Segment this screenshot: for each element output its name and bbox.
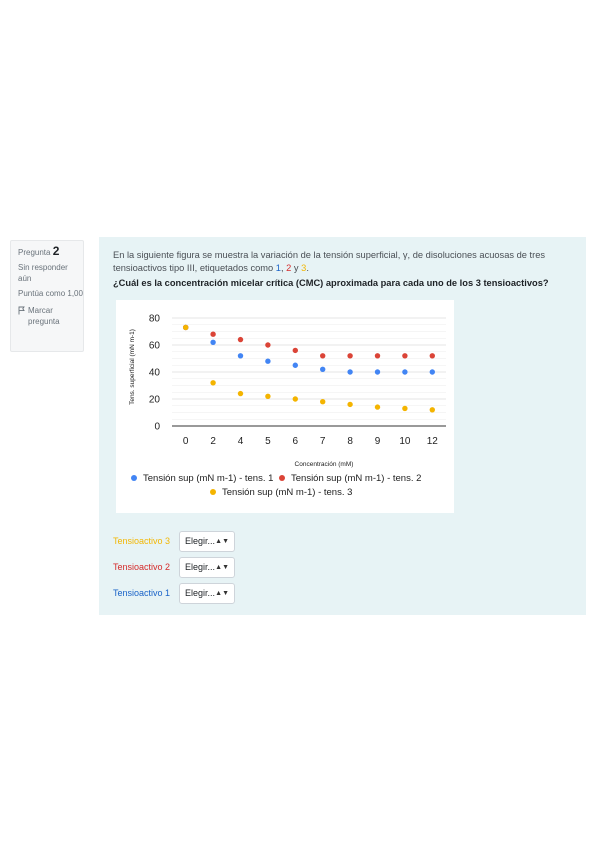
x-tick-label: 6 — [293, 436, 299, 447]
question-text: En la siguiente figura se muestra la var… — [113, 249, 572, 275]
question-info-panel: Pregunta 2 Sin responder aún Puntúa como… — [10, 240, 84, 352]
question-prefix: Pregunta — [18, 248, 51, 257]
x-tick-label: 2 — [210, 436, 216, 447]
answer-label-1: Tensioactivo 1 — [113, 588, 171, 598]
data-point-series-2 — [429, 353, 435, 359]
cmc-select-3[interactable]: Elegir... ▲▼ — [179, 530, 235, 552]
data-point-series-2 — [265, 342, 271, 348]
sep-2: y — [291, 263, 302, 273]
select-value-3: Elegir... — [185, 536, 216, 546]
flag-icon — [18, 306, 25, 315]
x-tick-label: 0 — [183, 436, 189, 447]
data-point-series-3 — [429, 407, 435, 413]
y-axis-label: Tens. superficial (mN m-1) — [129, 329, 136, 405]
select-arrows-icon: ▲▼ — [215, 589, 229, 597]
x-axis-label: Concentración (mM) — [295, 461, 354, 468]
data-point-series-2 — [374, 353, 381, 359]
answer-row-3: Tensioactivo 3 Elegir... ▲▼ — [113, 529, 235, 553]
question-content: En la siguiente figura se muestra la var… — [99, 237, 586, 615]
question-prompt: ¿Cuál es la concentración micelar crític… — [113, 278, 549, 288]
data-point-series-3 — [237, 390, 244, 397]
data-point-series-1 — [429, 369, 435, 375]
data-point-series-3 — [374, 404, 381, 410]
y-tick-label: 20 — [149, 395, 161, 406]
label-tens-1: 1 — [275, 263, 281, 273]
question-number-value: 2 — [52, 244, 60, 258]
flag-question-link[interactable]: Marcar pregunta — [18, 305, 83, 327]
data-point-series-1 — [320, 366, 326, 372]
question-score: Puntúa como 1,00 — [18, 289, 83, 298]
surface-tension-chart: 0 20 40 60 80 0 2 4 5 6 7 8 9 10 12 Tens. superficial… — [129, 314, 446, 498]
y-tick-label: 60 — [149, 341, 161, 352]
y-tick-label: 80 — [149, 314, 161, 325]
data-point-series-1 — [402, 369, 408, 375]
sep-1: , — [280, 263, 287, 273]
cmc-select-2[interactable]: Elegir... ▲▼ — [179, 556, 235, 578]
data-point-series-1 — [292, 362, 298, 368]
answer-row-1: Tensioactivo 1 Elegir... ▲▼ — [113, 581, 235, 605]
data-point-series-3 — [320, 399, 326, 405]
question-number: Pregunta 2 — [18, 244, 83, 258]
select-value-2: Elegir... — [185, 562, 216, 572]
y-tick-label: 0 — [154, 422, 160, 433]
data-point-series-3 — [210, 380, 216, 386]
data-point-series-1 — [374, 369, 381, 375]
data-point-series-2 — [210, 331, 216, 337]
data-point-series-1 — [210, 339, 216, 345]
select-arrows-icon: ▲▼ — [215, 537, 229, 545]
data-point-series-2 — [237, 336, 244, 343]
question-text-after: . — [306, 263, 309, 273]
answer-row-2: Tensioactivo 2 Elegir... ▲▼ — [113, 555, 235, 579]
select-arrows-icon: ▲▼ — [215, 563, 229, 571]
data-point-series-3 — [265, 393, 271, 399]
question-text-before: En la siguiente figura se muestra la var… — [113, 250, 546, 273]
legend-marker-3 — [210, 489, 216, 495]
x-tick-label: 4 — [238, 436, 244, 447]
cmc-select-1[interactable]: Elegir... ▲▼ — [179, 582, 235, 604]
select-value-1: Elegir... — [185, 588, 216, 598]
question-status: Sin responder aún — [18, 263, 68, 283]
data-point-series-2 — [402, 353, 408, 359]
x-tick-label: 5 — [265, 436, 271, 447]
answers-list: Tensioactivo 3 Elegir... ▲▼ Tensioactivo… — [113, 529, 235, 607]
data-point-series-3 — [292, 396, 298, 402]
x-tick-label: 7 — [320, 436, 326, 447]
y-tick-label: 40 — [149, 368, 161, 379]
flag-label: Marcar pregunta — [28, 306, 60, 326]
legend-label-3: Tensión sup (mN m-1) - tens. 3 — [222, 487, 352, 498]
data-point-series-2 — [347, 353, 353, 359]
data-point-series-3 — [347, 401, 353, 408]
data-point-series-3 — [183, 324, 189, 331]
legend-label-1: Tensión sup (mN m-1) - tens. 1 — [143, 473, 273, 484]
chart-container: 0 20 40 60 80 0 2 4 5 6 7 8 9 10 12 Tens. superficial… — [116, 300, 454, 513]
data-point-series-3 — [402, 405, 408, 412]
x-tick-label: 9 — [375, 436, 381, 447]
x-tick-label: 8 — [347, 436, 353, 447]
data-point-series-1 — [347, 369, 353, 375]
legend-marker-1 — [131, 475, 137, 481]
legend-marker-2 — [279, 475, 285, 481]
data-point-series-1 — [265, 358, 271, 364]
answer-label-2: Tensioactivo 2 — [113, 562, 171, 572]
x-tick-label: 12 — [427, 436, 439, 447]
label-tens-3: 3 — [301, 263, 307, 273]
label-tens-2: 2 — [286, 263, 292, 273]
data-point-series-2 — [320, 353, 326, 359]
data-point-series-2 — [292, 347, 298, 354]
data-point-series-1 — [237, 353, 244, 359]
x-tick-label: 10 — [399, 436, 411, 447]
answer-label-3: Tensioactivo 3 — [113, 536, 171, 546]
legend-label-2: Tensión sup (mN m-1) - tens. 2 — [291, 473, 421, 484]
